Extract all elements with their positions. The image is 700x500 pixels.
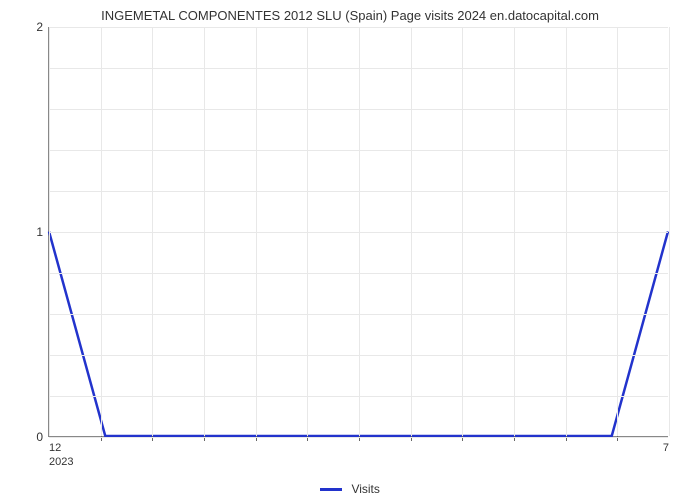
y-tick-label: 0 [27,430,43,444]
chart-title: INGEMETAL COMPONENTES 2012 SLU (Spain) P… [20,8,680,23]
chart-container: INGEMETAL COMPONENTES 2012 SLU (Spain) P… [20,8,680,453]
legend-swatch [320,488,342,491]
gridline-horizontal-major [49,437,668,438]
x-tick-label-right: 7 [663,442,669,454]
y-tick-label: 2 [27,20,43,34]
chart-plot-area: 0121272023 [48,27,668,437]
gridline-vertical [669,27,670,436]
gridline-horizontal-minor [49,109,668,110]
gridline-horizontal-minor [49,273,668,274]
gridline-horizontal-minor [49,68,668,69]
gridline-horizontal-major [49,27,668,28]
y-tick-label: 1 [27,225,43,239]
gridline-horizontal-minor [49,396,668,397]
gridline-horizontal-minor [49,150,668,151]
gridline-horizontal-major [49,232,668,233]
gridline-horizontal-minor [49,314,668,315]
gridline-horizontal-minor [49,355,668,356]
legend-label: Visits [351,482,379,496]
gridline-horizontal-minor [49,191,668,192]
chart-legend: Visits [0,481,700,496]
x-sub-label: 2023 [49,456,73,468]
x-tick-label-left: 12 [49,442,61,454]
